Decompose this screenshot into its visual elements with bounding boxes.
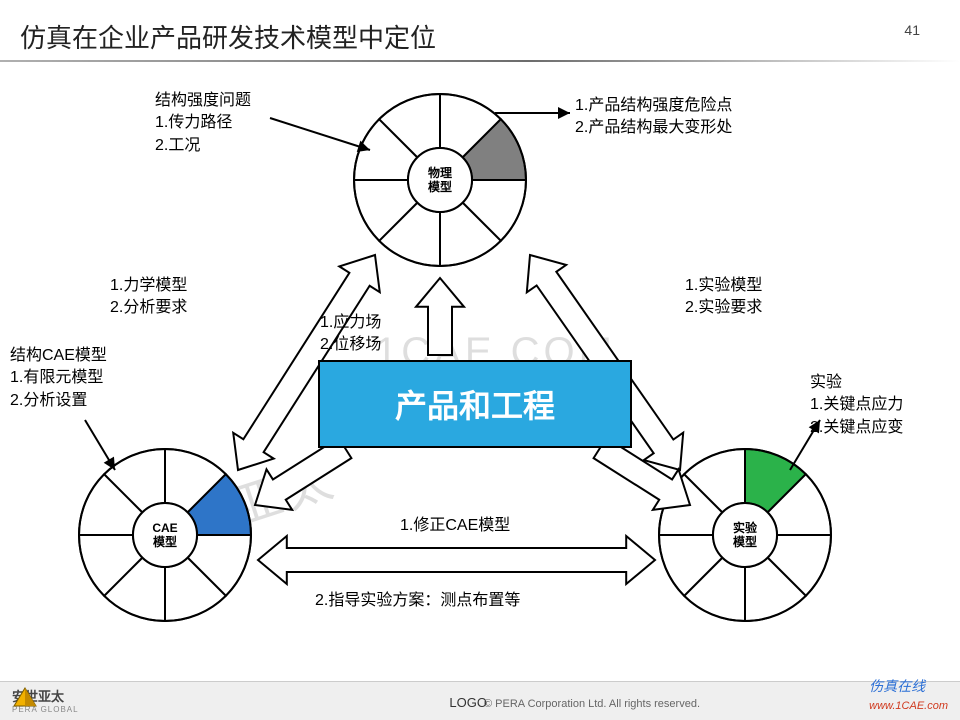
center-box: 产品和工程 — [318, 360, 632, 448]
site-main: 伤真在线 — [869, 678, 925, 694]
footer: 安世亚太 PERA GLOBAL LOGO © PERA Corporation… — [0, 681, 960, 720]
annotation-left-outer: 结构CAE模型 1.有限元模型 2.分析设置 — [10, 345, 107, 412]
logo-text: LOGO — [449, 695, 487, 710]
annotation-left-inner: 1.力学模型 2.分析要求 — [110, 275, 187, 320]
pie-label-cae: CAE 模型 — [133, 521, 197, 550]
annotation-bottom-mid: 1.修正CAE模型 — [400, 515, 510, 537]
annotation-right-outer: 实验 1.关键点应力 2.关键点应变 — [810, 372, 903, 439]
pie-label-exp: 实验 模型 — [713, 521, 777, 550]
annotation-bottom-sub: 2.指导实验方案：测点布置等 — [315, 590, 520, 612]
annotation-top-right: 1.产品结构强度危险点 2.产品结构最大变形处 — [575, 95, 732, 140]
center-box-text: 产品和工程 — [395, 381, 555, 427]
footer-site: 伤真在线 www.1CAE.com — [869, 676, 948, 712]
footer-copyright: LOGO © PERA Corporation Ltd. All rights … — [449, 695, 700, 710]
site-url: www.1CAE.com — [869, 700, 948, 712]
annotation-top-left: 结构强度问题 1.传力路径 2.工况 — [155, 90, 251, 157]
annotation-center-top: 1.应力场 2.位移场 — [320, 312, 381, 357]
footer-brand: 安世亚太 PERA GLOBAL — [12, 686, 79, 714]
pie-label-physical: 物理 模型 — [408, 166, 472, 195]
brand-triangle-icon — [12, 686, 38, 708]
slide: 仿真在企业产品研发技术模型中定位 41 1CAE.COM 安世亚太 物理 模型 … — [0, 0, 960, 720]
annotation-right-inner: 1.实验模型 2.实验要求 — [685, 275, 762, 320]
